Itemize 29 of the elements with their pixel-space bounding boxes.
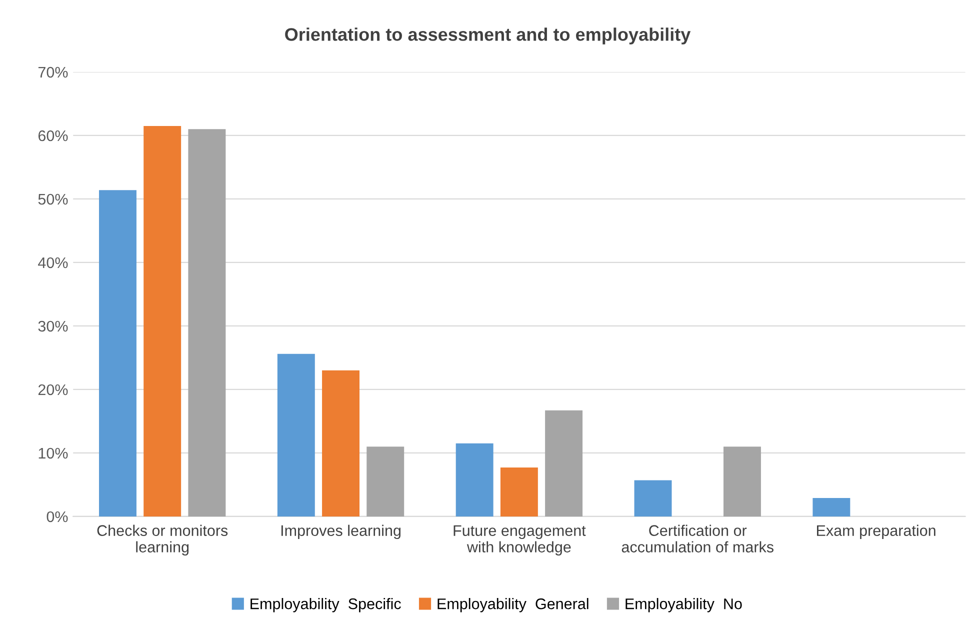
chart-title: Orientation to assessment and to employability xyxy=(285,28,691,44)
bar xyxy=(634,480,672,516)
bar xyxy=(500,468,538,516)
y-tick-label: 60% xyxy=(38,130,68,142)
bar xyxy=(188,129,226,516)
y-tick-label: 10% xyxy=(38,448,68,459)
y-tick-label: 0% xyxy=(46,511,68,522)
y-tick-label: 50% xyxy=(38,194,68,205)
y-tick-label: 70% xyxy=(38,66,68,78)
legend-label: Employability No xyxy=(626,598,742,612)
x-tick-label: Checks or monitors learning xyxy=(97,524,228,556)
x-tick-label: Certification or accumulation of marks xyxy=(622,524,774,552)
bar xyxy=(723,446,761,516)
bar xyxy=(322,370,360,516)
x-tick-label: Improves learning xyxy=(281,524,400,540)
x-tick-label: Exam preparation xyxy=(817,524,936,540)
bar xyxy=(98,190,136,516)
bar xyxy=(545,410,583,516)
bar xyxy=(144,126,182,516)
bar xyxy=(366,446,404,516)
bar xyxy=(812,498,850,516)
bar xyxy=(456,443,494,516)
legend-label: Employability General xyxy=(438,598,588,612)
y-tick-label: 30% xyxy=(38,320,68,332)
y-tick-label: 40% xyxy=(38,257,68,268)
bar xyxy=(277,354,315,516)
legend-label: Employability Specific xyxy=(250,598,401,612)
x-tick-label: Future engagement with knowledge xyxy=(454,525,586,556)
y-tick-label: 20% xyxy=(38,384,68,396)
